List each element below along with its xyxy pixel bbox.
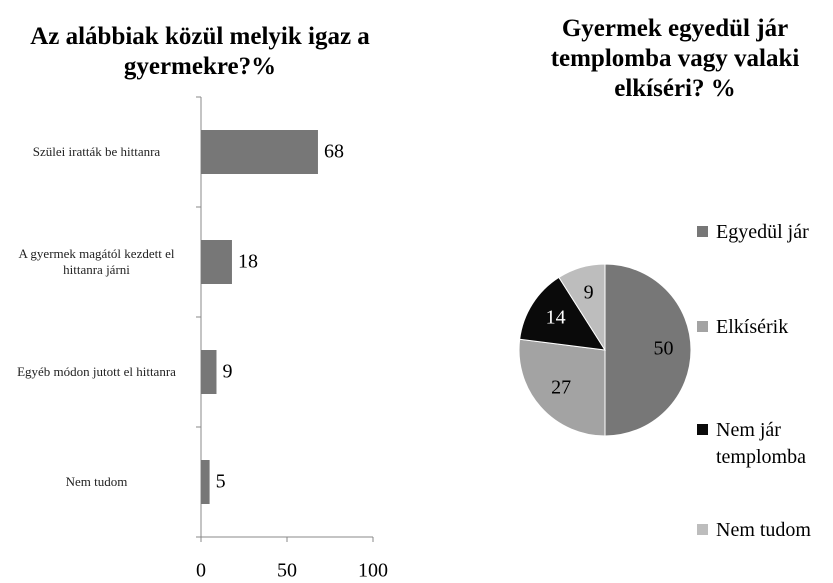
x-tick-label: 100 bbox=[358, 560, 388, 582]
pie-slice bbox=[519, 276, 606, 351]
bar bbox=[201, 350, 217, 394]
pie-title: Gyermek egyedül jár templomba vagy valak… bbox=[550, 15, 800, 102]
category-label: Szülei iratták be hittanra bbox=[32, 144, 161, 159]
bar bbox=[201, 130, 318, 174]
slice-label: 14 bbox=[546, 306, 566, 328]
legend-label: Nem jár templomba bbox=[716, 419, 806, 468]
bar bbox=[201, 460, 210, 504]
legend-swatch bbox=[697, 226, 708, 237]
value-label: 18 bbox=[238, 251, 258, 273]
value-label: 9 bbox=[222, 361, 232, 383]
pie-slice bbox=[518, 338, 606, 437]
x-tick-label: 0 bbox=[196, 560, 206, 582]
value-label: 5 bbox=[216, 471, 226, 493]
pie-slice bbox=[604, 263, 692, 437]
x-tick-label: 50 bbox=[277, 560, 297, 582]
category-label: A gyermek magától kezdett el hittanra já… bbox=[18, 246, 175, 277]
slice-label: 9 bbox=[584, 281, 594, 303]
legend-label: Elkísérik bbox=[716, 316, 789, 338]
category-label: Egyéb módon jutott el hittanra bbox=[17, 364, 176, 379]
slice-label: 50 bbox=[653, 338, 673, 360]
legend-label: Egyedül jár bbox=[716, 221, 809, 243]
legend-swatch bbox=[697, 424, 708, 435]
slice-label: 27 bbox=[551, 376, 571, 398]
pie-slice bbox=[558, 263, 606, 352]
value-label: 68 bbox=[324, 141, 344, 163]
legend-swatch bbox=[697, 321, 708, 332]
legend-swatch bbox=[697, 524, 708, 535]
legend-label: Nem tudom bbox=[716, 519, 811, 541]
category-label: Nem tudom bbox=[65, 474, 128, 489]
bar bbox=[201, 240, 232, 284]
bar-title: Az alábbiak közül melyik igaz a gyermekr… bbox=[30, 23, 370, 80]
